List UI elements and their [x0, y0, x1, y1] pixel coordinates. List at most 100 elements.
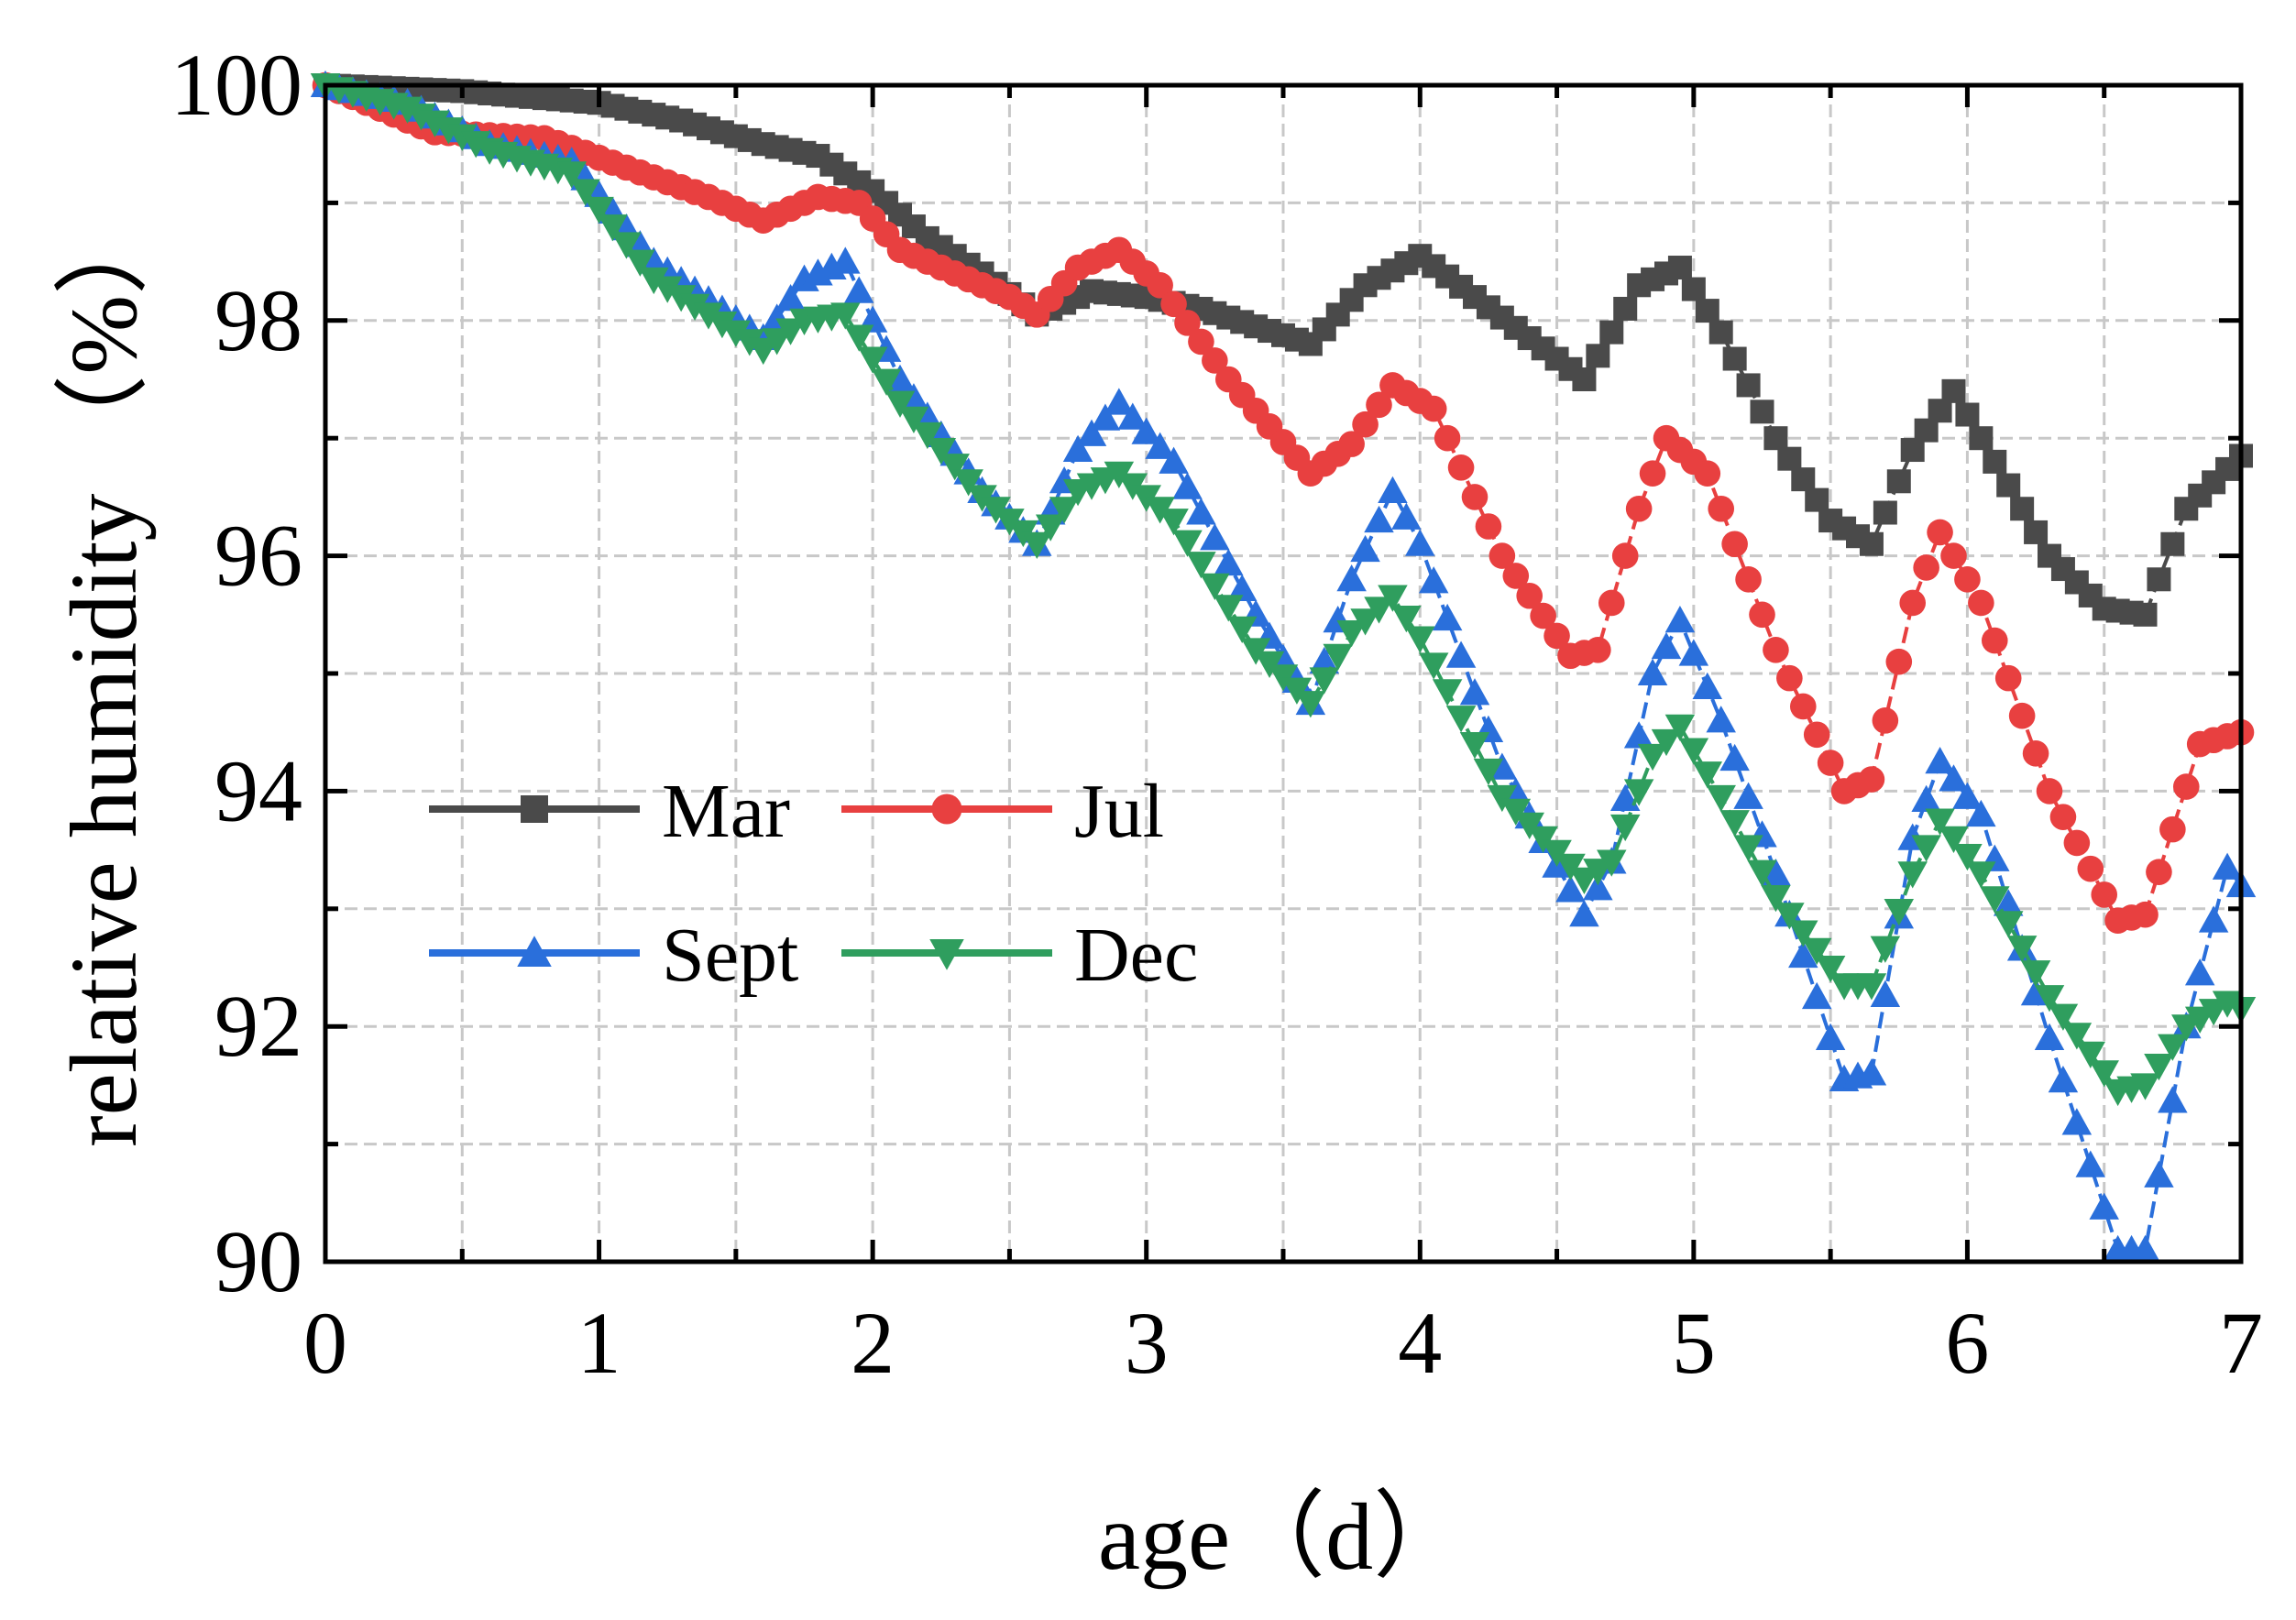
data-point — [447, 124, 478, 151]
data-point — [1611, 542, 1639, 569]
data-point — [1586, 344, 1610, 368]
data-point — [679, 293, 710, 321]
data-point — [775, 284, 806, 312]
data-point — [2048, 1066, 2079, 1093]
data-point — [1939, 826, 1969, 854]
legend-swatch-marker — [931, 794, 962, 825]
data-point — [2020, 960, 2051, 988]
data-point — [1569, 899, 1599, 927]
data-point — [2172, 773, 2200, 800]
data-point — [1774, 903, 1805, 930]
data-point — [1434, 424, 1461, 452]
data-point — [1160, 290, 1187, 318]
data-point — [1530, 602, 1556, 629]
data-point — [584, 196, 614, 224]
data-point — [1599, 320, 1624, 345]
data-point — [1873, 500, 1897, 525]
data-point — [2075, 1150, 2106, 1177]
data-point — [1378, 585, 1408, 612]
data-point — [1350, 608, 1380, 636]
data-point — [1473, 758, 1504, 786]
data-point — [1432, 603, 1463, 631]
data-point — [1859, 531, 1884, 556]
data-point — [460, 131, 491, 159]
data-point — [1200, 573, 1230, 600]
data-point — [1941, 378, 1966, 403]
data-point — [1459, 732, 1490, 760]
data-point — [734, 329, 765, 356]
data-point — [1952, 782, 1983, 809]
data-point — [1159, 446, 1189, 474]
data-point — [1719, 810, 1750, 837]
data-point — [2010, 497, 2035, 521]
data-point — [1418, 652, 1449, 680]
data-point — [2024, 520, 2049, 544]
data-point — [748, 337, 778, 366]
data-point — [1418, 566, 1449, 594]
data-point — [1214, 595, 1244, 622]
data-point — [1352, 410, 1379, 438]
data-point — [1954, 565, 1981, 593]
data-point — [1366, 391, 1392, 419]
data-point — [1750, 400, 1774, 424]
data-point — [1858, 766, 1885, 793]
data-point — [1445, 640, 1477, 668]
y-tick-label: 96 — [214, 507, 302, 605]
data-point — [1789, 693, 1817, 720]
data-point — [1117, 402, 1148, 430]
data-point — [1062, 434, 1093, 463]
data-point — [1911, 835, 1941, 862]
data-point — [1815, 1023, 1846, 1051]
data-point — [1667, 256, 1692, 280]
data-point — [2022, 740, 2049, 767]
data-point — [1706, 706, 1736, 733]
y-tick-label: 100 — [170, 36, 302, 134]
data-point — [1911, 784, 1941, 813]
legend-label: Mar — [662, 769, 790, 854]
data-point — [1597, 849, 1627, 877]
data-point — [1925, 808, 1955, 836]
data-point — [1500, 798, 1532, 826]
y-tick-label: 92 — [214, 977, 302, 1075]
data-point — [2184, 958, 2215, 986]
data-point — [1872, 707, 1899, 734]
axis-ticks: 0 1 2 3 4 5 6 7 90 92 94 96 98 100 — [170, 36, 2263, 1392]
data-point — [1200, 523, 1230, 551]
data-point — [1681, 277, 1706, 301]
data-point — [1763, 637, 1789, 663]
data-point — [1188, 328, 1214, 356]
data-point — [2077, 855, 2104, 882]
data-point — [1076, 419, 1107, 446]
data-point — [1226, 574, 1258, 601]
data-point — [1214, 548, 1244, 576]
data-point — [1572, 367, 1597, 391]
data-point — [1736, 373, 1761, 398]
data-point — [2158, 1086, 2188, 1113]
data-point — [1777, 446, 1802, 471]
data-point — [556, 161, 587, 189]
data-point — [1735, 565, 1762, 593]
data-point — [1090, 403, 1121, 431]
data-point — [1174, 310, 1201, 336]
data-point — [2089, 1060, 2119, 1088]
data-point — [1801, 937, 1832, 965]
data-point — [1952, 844, 1983, 871]
data-point — [1336, 620, 1367, 648]
data-point — [1788, 920, 1818, 947]
data-point — [1445, 706, 1477, 733]
data-point — [1969, 426, 1994, 451]
data-point — [2008, 702, 2036, 729]
data-point — [830, 302, 861, 330]
data-point — [857, 346, 888, 374]
data-point — [434, 117, 464, 145]
data-point — [1186, 552, 1216, 579]
data-point — [2130, 1234, 2160, 1263]
data-point — [2063, 829, 2091, 857]
data-point — [1694, 460, 1721, 487]
data-point — [1927, 519, 1953, 546]
data-point — [1994, 664, 2022, 692]
data-point — [2132, 901, 2159, 928]
data-point — [1516, 582, 1543, 609]
legend-label: Sept — [662, 913, 798, 998]
